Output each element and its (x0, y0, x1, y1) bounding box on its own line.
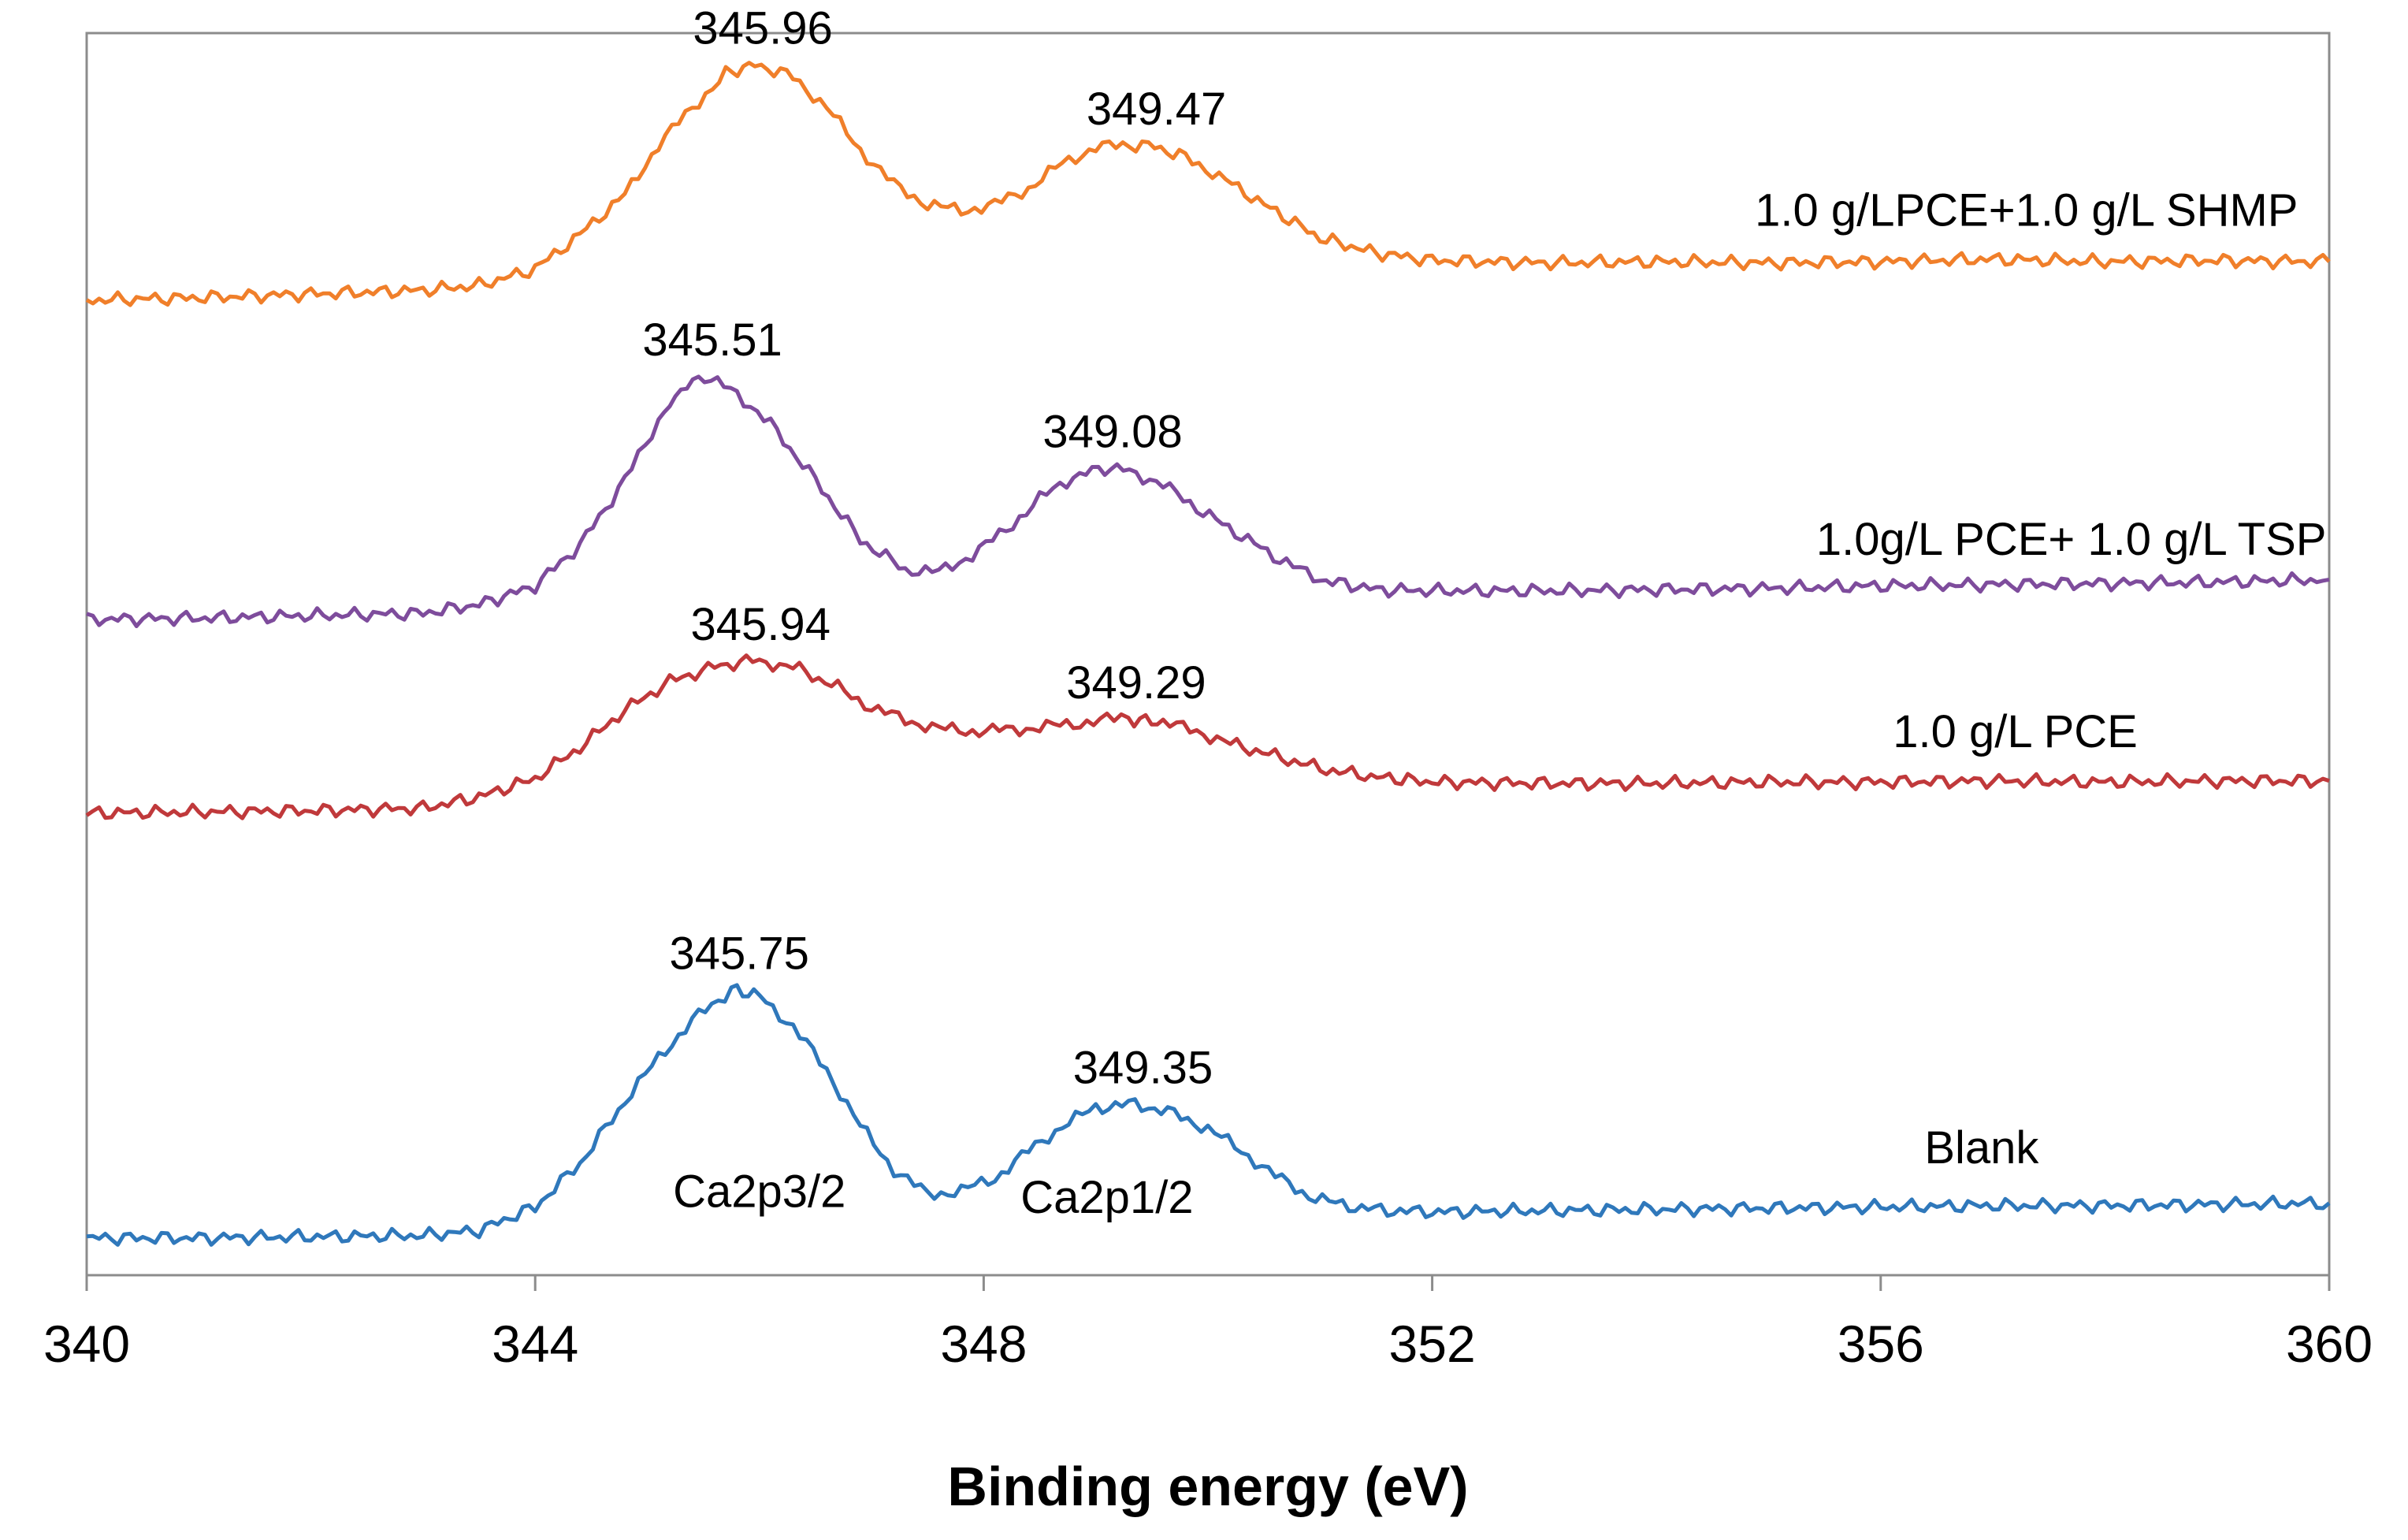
peak-value-label: 345.75 (670, 928, 809, 980)
series-name-label: Blank (1924, 1122, 2039, 1174)
peak-value-label: 345.96 (693, 2, 832, 54)
peak-assignment-label: Ca2p3/2 (673, 1166, 845, 1217)
peak-value-label: 349.29 (1066, 657, 1206, 709)
x-tick-label: 356 (1838, 1315, 1924, 1373)
series-name-label: 1.0 g/L PCE (1893, 706, 2138, 757)
series-name-label: 1.0 g/LPCE+1.0 g/L SHMP (1755, 184, 2298, 236)
series-line-1 (86, 374, 2330, 628)
x-tick-label: 348 (940, 1315, 1027, 1373)
series-line-0 (85, 61, 2331, 307)
peak-value-label: 345.94 (691, 599, 831, 650)
x-tick-label: 352 (1389, 1315, 1476, 1373)
peak-value-label: 349.35 (1073, 1043, 1213, 1094)
x-axis-label: Binding energy (eV) (947, 1456, 1468, 1517)
peak-value-label: 345.51 (642, 314, 782, 366)
series-line-2 (85, 653, 2330, 820)
x-axis: 340 344 348 352 356 360 (43, 1275, 2373, 1373)
plot-border (85, 32, 2331, 1277)
peak-value-label: 349.08 (1042, 407, 1182, 458)
x-tick-label: 344 (492, 1315, 578, 1373)
peak-assignment-label: Ca2p1/2 (1020, 1172, 1193, 1223)
x-tick-label: 360 (2286, 1315, 2373, 1373)
series-layer (85, 61, 2331, 1247)
annotation-layer: 345.96 349.47 345.51 349.08 345.94 349.29 345.… (642, 2, 2326, 1223)
peak-value-label: 349.47 (1087, 84, 1226, 135)
series-name-label: 1.0g/L PCE+ 1.0 g/L TSP (1816, 514, 2327, 565)
series-line-3 (86, 983, 2331, 1247)
x-tick-label: 340 (43, 1315, 130, 1373)
